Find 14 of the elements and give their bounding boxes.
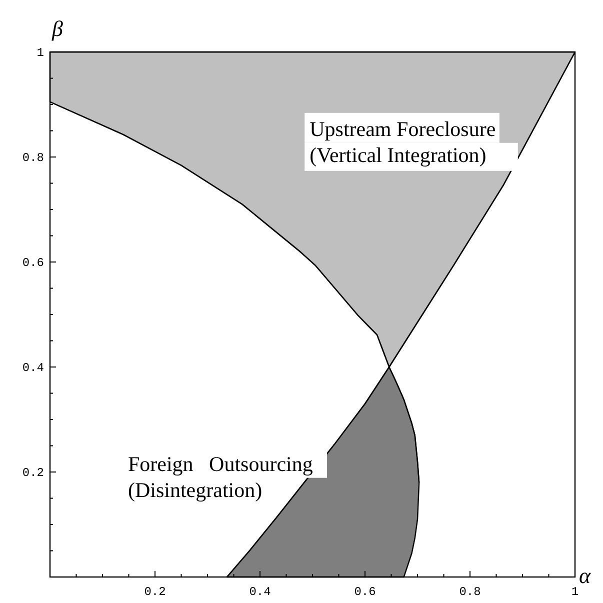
- x-tick-label: 0.6: [354, 585, 376, 599]
- x-tick-label: 0.4: [249, 585, 271, 599]
- x-tick-label: 0.2: [144, 585, 166, 599]
- y-tick-label: 0.8: [22, 151, 44, 165]
- y-tick-label: 0.2: [22, 466, 44, 480]
- y-tick-label: 0.6: [22, 256, 44, 270]
- annotation: Foreign Outsourcing (Disintegration): [128, 452, 314, 502]
- annotation: Upstream Foreclosure (Vertical Integration): [310, 116, 496, 167]
- y-tick-label: 1: [36, 46, 44, 60]
- x-tick-label: 0.8: [459, 585, 481, 599]
- y-axis-title: β: [51, 16, 63, 41]
- x-axis-title: α: [579, 563, 591, 588]
- x-tick-label: 1: [571, 585, 579, 599]
- y-tick-label: 0.4: [22, 361, 44, 375]
